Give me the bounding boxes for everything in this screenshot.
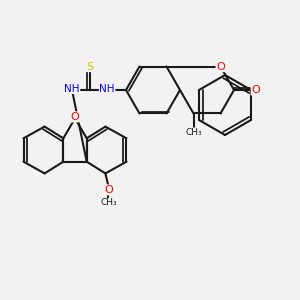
Text: O: O	[70, 112, 80, 122]
Text: NH: NH	[64, 83, 80, 94]
Text: S: S	[86, 61, 93, 72]
Text: CH₃: CH₃	[185, 128, 202, 137]
Text: O: O	[104, 185, 113, 195]
Text: O: O	[251, 85, 260, 95]
Text: O: O	[216, 61, 225, 71]
Text: CH₃: CH₃	[100, 199, 117, 208]
Text: NH: NH	[99, 83, 115, 94]
